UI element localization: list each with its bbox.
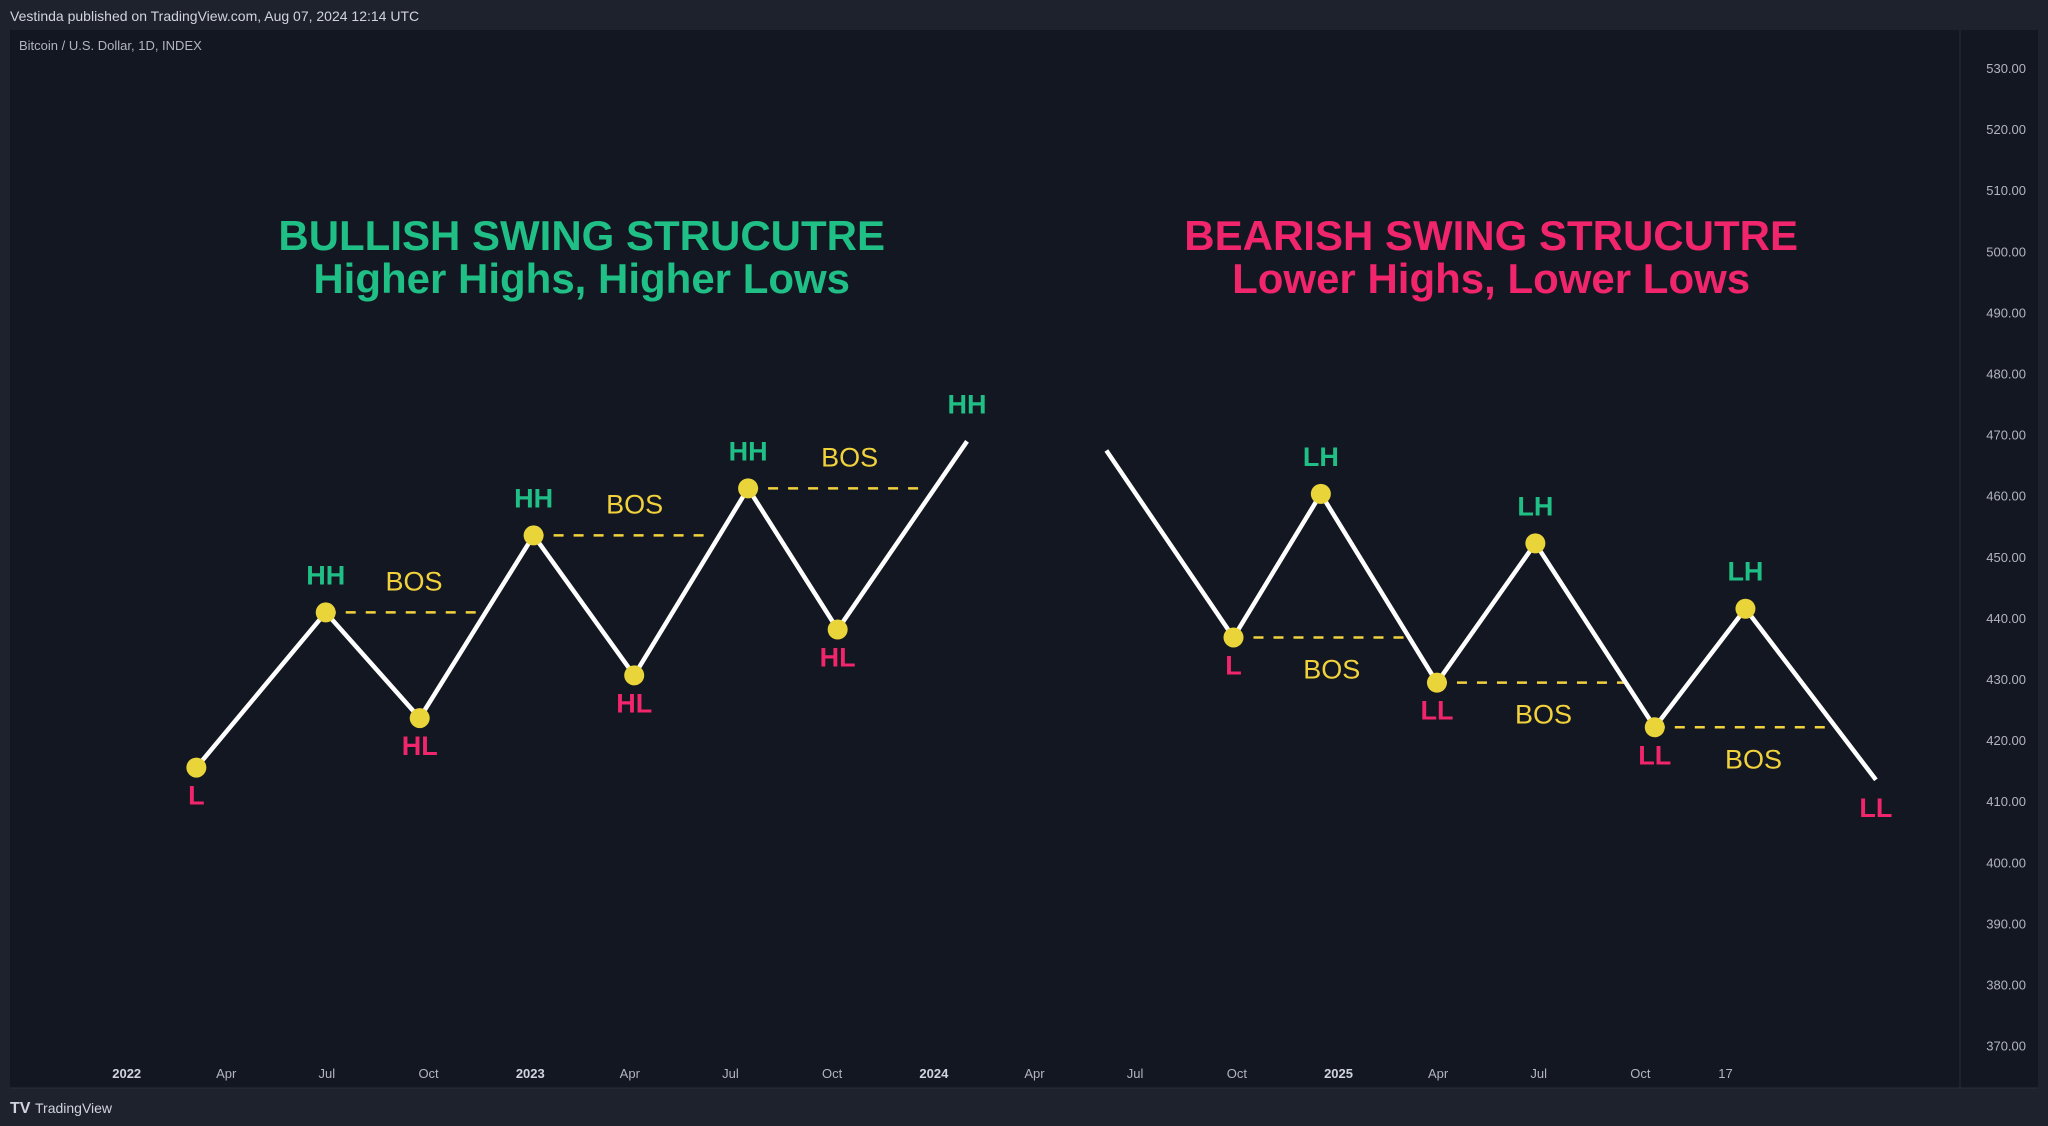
- price-tick-label: 510.00: [1986, 183, 2026, 198]
- time-tick-label: 2025: [1324, 1066, 1353, 1081]
- price-tick-label: 410.00: [1986, 794, 2026, 809]
- time-tick-label: Jul: [722, 1066, 739, 1081]
- swing-point-dot[interactable]: [1426, 672, 1447, 693]
- swing-line[interactable]: [1104, 449, 1878, 782]
- time-axis[interactable]: 2022 Apr Jul Oct 2023 Apr Jul Oct 2024 Apr Jul Oct 2…: [112, 1066, 1733, 1081]
- swing-point-dot[interactable]: [409, 708, 430, 729]
- tradingview-logo[interactable]: TV TradingView: [10, 1100, 113, 1117]
- price-tick-label: 480.00: [1986, 367, 2026, 382]
- price-tick-label: 380.00: [1986, 978, 2026, 993]
- tradingview-brand: TradingView: [35, 1100, 113, 1116]
- symbol-legend[interactable]: Bitcoin / U.S. Dollar, 1D, INDEX: [19, 38, 202, 53]
- swing-label-l: L: [188, 781, 205, 811]
- bullish-subtitle: Higher Highs, Higher Lows: [313, 255, 850, 302]
- bearish-subtitle: Lower Highs, Lower Lows: [1232, 255, 1750, 302]
- swing-line[interactable]: [194, 440, 969, 770]
- price-tick-label: 470.00: [1986, 428, 2026, 443]
- time-tick-label: Apr: [216, 1066, 237, 1081]
- price-tick-label: 490.00: [1986, 305, 2026, 320]
- price-tick-label: 530.00: [1986, 61, 2026, 76]
- bullish-title: BULLISH SWING STRUCUTRE: [278, 212, 885, 259]
- time-tick-label: Jul: [319, 1066, 336, 1081]
- swing-label-ll: LL: [1859, 793, 1892, 823]
- swing-point-dot[interactable]: [523, 525, 544, 546]
- price-tick-label: 450.00: [1986, 550, 2026, 565]
- bos-label: BOS: [1303, 654, 1360, 684]
- time-tick-label: Apr: [1024, 1066, 1045, 1081]
- swing-label-hl: HL: [616, 688, 652, 718]
- price-tick-label: 440.00: [1986, 611, 2026, 626]
- time-tick-label: Oct: [1630, 1066, 1651, 1081]
- time-tick-label: 2023: [516, 1066, 545, 1081]
- time-tick-label: 17: [1718, 1066, 1732, 1081]
- swing-label-lh: LH: [1517, 491, 1553, 521]
- swing-label-ll: LL: [1420, 696, 1453, 726]
- swing-label-ll: LL: [1638, 740, 1671, 770]
- swing-label-hh: HH: [948, 389, 987, 419]
- swing-label-hh: HH: [514, 483, 553, 513]
- time-tick-label: Oct: [822, 1066, 843, 1081]
- time-tick-label: 2022: [112, 1066, 141, 1081]
- time-tick-label: 2024: [919, 1066, 949, 1081]
- time-tick-label: Jul: [1530, 1066, 1547, 1081]
- swing-label-hh: HH: [306, 560, 345, 590]
- swing-point-dot[interactable]: [827, 619, 848, 640]
- time-tick-label: Apr: [1428, 1066, 1449, 1081]
- bos-label: BOS: [386, 566, 443, 596]
- published-caption: Vestinda published on TradingView.com, A…: [10, 8, 419, 24]
- swing-point-dot[interactable]: [1735, 598, 1756, 619]
- swing-point-dot[interactable]: [1310, 483, 1331, 504]
- swing-point-dot[interactable]: [1223, 627, 1244, 648]
- price-tick-label: 420.00: [1986, 733, 2026, 748]
- time-tick-label: Apr: [620, 1066, 641, 1081]
- bos-label: BOS: [1725, 744, 1782, 774]
- price-tick-label: 520.00: [1986, 122, 2026, 137]
- swing-label-lh: LH: [1727, 557, 1763, 587]
- swing-point-dot[interactable]: [624, 665, 645, 686]
- swing-label-lh: LH: [1303, 442, 1339, 472]
- swing-label-hh: HH: [729, 436, 768, 466]
- price-tick-label: 400.00: [1986, 855, 2026, 870]
- swing-point-dot[interactable]: [1644, 717, 1665, 738]
- swing-label-hl: HL: [402, 731, 438, 761]
- swing-point-dot[interactable]: [186, 757, 207, 778]
- price-tick-label: 500.00: [1986, 244, 2026, 259]
- price-tick-label: 460.00: [1986, 489, 2026, 504]
- bos-label: BOS: [1515, 700, 1572, 730]
- swing-label-hl: HL: [820, 643, 856, 673]
- bos-label: BOS: [606, 489, 663, 519]
- price-tick-label: 390.00: [1986, 916, 2026, 931]
- time-tick-label: Oct: [1227, 1066, 1248, 1081]
- chart-pane[interactable]: [10, 30, 2038, 1088]
- bos-label: BOS: [821, 442, 878, 472]
- price-axis[interactable]: 530.00 520.00 510.00 500.00 490.00 480.00 470.…: [1986, 61, 2026, 1054]
- swing-label-l: L: [1225, 650, 1242, 680]
- swing-point-dot[interactable]: [315, 602, 336, 623]
- tradingview-logo-icon: TV: [10, 1100, 31, 1117]
- swing-point-dot[interactable]: [1525, 533, 1546, 554]
- swing-point-dot[interactable]: [738, 478, 759, 499]
- price-tick-label: 370.00: [1986, 1039, 2026, 1054]
- price-tick-label: 430.00: [1986, 672, 2026, 687]
- time-tick-label: Oct: [418, 1066, 439, 1081]
- time-tick-label: Jul: [1127, 1066, 1144, 1081]
- bearish-title: BEARISH SWING STRUCUTRE: [1184, 212, 1798, 259]
